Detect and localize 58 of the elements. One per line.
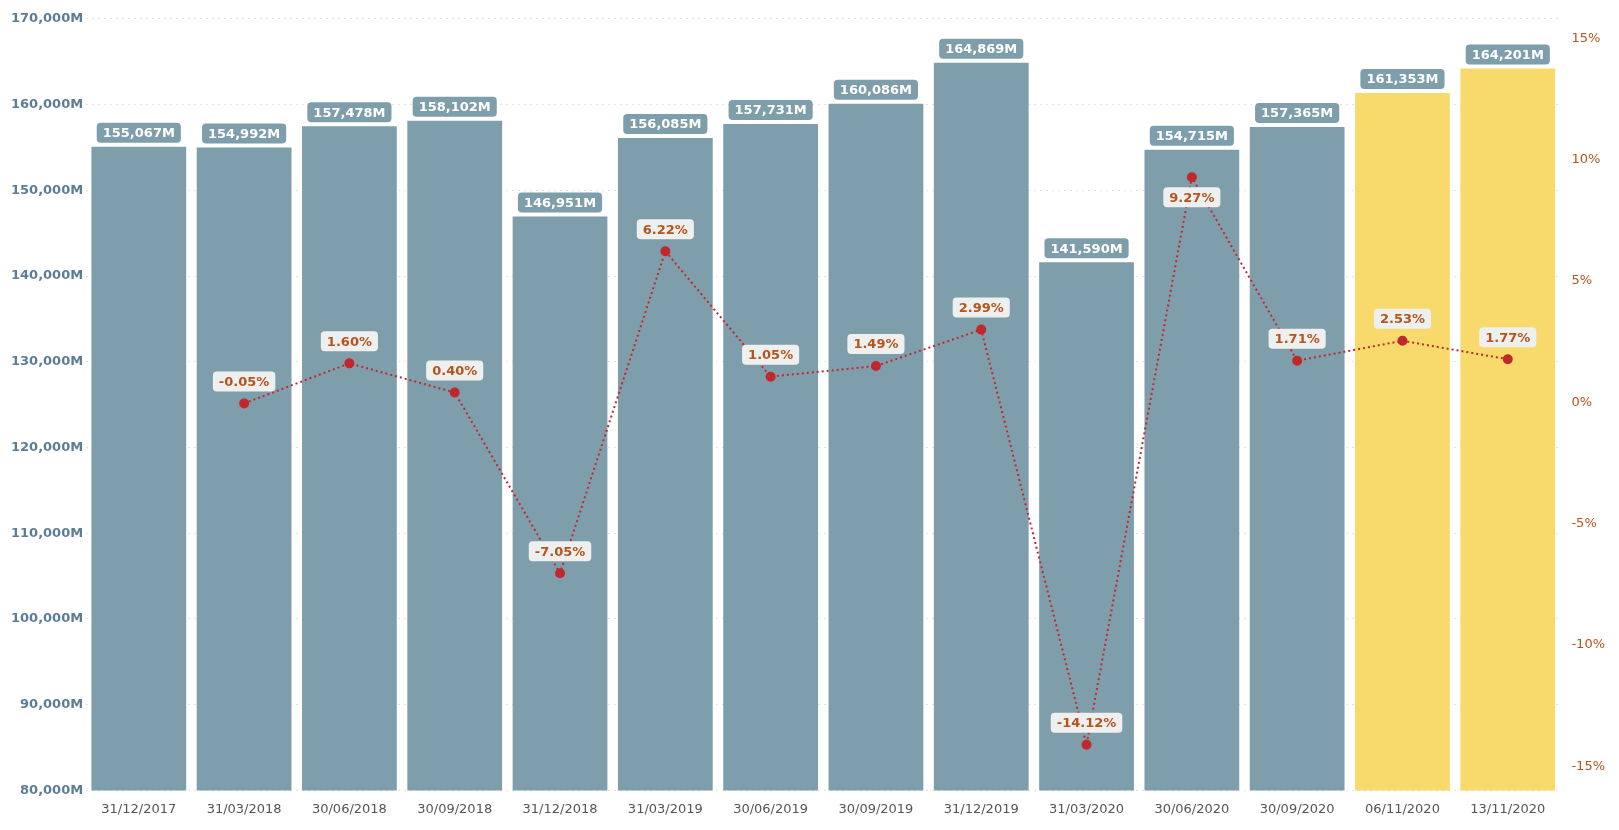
- y2-tick-label: -5%: [1571, 514, 1597, 530]
- y2-tick-label: 5%: [1571, 272, 1593, 288]
- x-tick-label: 30/09/2018: [417, 800, 493, 816]
- data-label: 2.53%: [1379, 311, 1426, 327]
- data-label: 1.77%: [1485, 329, 1531, 345]
- x-tick-label: 31/12/2017: [101, 800, 177, 816]
- data-label: 1.05%: [748, 347, 794, 363]
- data-label: 146,951M: [523, 194, 597, 210]
- data-label: 2.99%: [958, 300, 1004, 315]
- y-tick-label: 90,000M: [20, 696, 84, 712]
- data-label: 154,992M: [208, 125, 281, 141]
- x-tick-label: 13/11/2020: [1470, 800, 1546, 816]
- y2-tick-label: -15%: [1571, 757, 1606, 773]
- data-label: -7.05%: [534, 543, 586, 559]
- y2-tick-label: -10%: [1571, 636, 1606, 652]
- data-label: 157,731M: [734, 102, 807, 118]
- data-label: 156,085M: [629, 116, 702, 132]
- x-tick-label: 31/03/2020: [1049, 800, 1125, 816]
- x-tick-label: 31/03/2018: [206, 800, 282, 816]
- data-label: 155,067M: [102, 125, 175, 141]
- x-tick-label: 06/11/2020: [1364, 800, 1440, 816]
- y-tick-label: 100,000M: [10, 610, 84, 626]
- data-label: 1.49%: [853, 336, 899, 352]
- y-tick-label: 110,000M: [10, 524, 84, 540]
- y-tick-label: 120,000M: [10, 438, 84, 454]
- data-label: 0.40%: [432, 362, 478, 378]
- y-tick-label: 130,000M: [10, 353, 84, 369]
- data-label: 160,086M: [839, 82, 913, 98]
- data-label: 157,478M: [313, 104, 386, 120]
- data-label: 157,365M: [1261, 105, 1334, 121]
- data-label: 141,590M: [1050, 240, 1123, 256]
- data-label: 164,869M: [945, 41, 1018, 57]
- y-tick-label: 80,000M: [20, 781, 84, 797]
- data-label: 158,102M: [418, 99, 491, 115]
- x-tick-label: 30/09/2020: [1259, 800, 1335, 816]
- data-label: 1.71%: [1274, 331, 1320, 347]
- data-label: -0.05%: [218, 373, 270, 389]
- y2-tick-label: 15%: [1571, 29, 1601, 45]
- x-tick-label: 31/12/2019: [943, 800, 1019, 816]
- data-label: 1.60%: [326, 333, 372, 349]
- y2-tick-label: 0%: [1571, 393, 1593, 409]
- data-label: -14.12%: [1056, 715, 1117, 731]
- data-label: 164,201M: [1471, 46, 1544, 62]
- y-tick-label: 170,000M: [10, 10, 84, 26]
- x-tick-label: 30/06/2018: [311, 800, 387, 816]
- x-tick-label: 31/12/2018: [522, 800, 598, 816]
- data-label: 161,353M: [1366, 71, 1439, 87]
- x-tick-label: 31/03/2019: [627, 800, 703, 816]
- y2-tick-label: 10%: [1571, 150, 1601, 166]
- y-tick-label: 140,000M: [10, 267, 84, 283]
- x-tick-label: 30/06/2020: [1154, 800, 1230, 816]
- data-label: 154,715M: [1155, 128, 1228, 144]
- data-label: 6.22%: [642, 221, 688, 237]
- x-tick-label: 30/09/2019: [838, 800, 914, 816]
- y-tick-label: 150,000M: [10, 181, 84, 197]
- data-label: 9.27%: [1169, 189, 1215, 205]
- x-tick-label: 30/06/2019: [733, 800, 809, 816]
- y-tick-label: 160,000M: [10, 95, 84, 111]
